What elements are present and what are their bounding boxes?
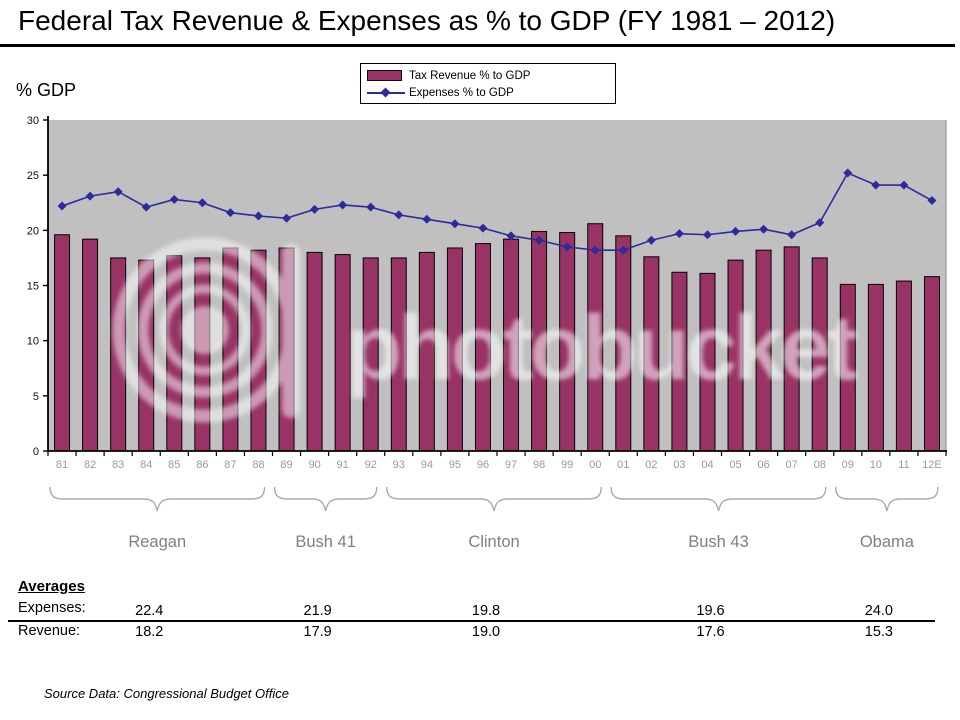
svg-text:05: 05 bbox=[729, 459, 741, 471]
svg-text:08: 08 bbox=[814, 459, 826, 471]
average-value: 15.3 bbox=[864, 624, 893, 640]
svg-text:89: 89 bbox=[280, 459, 292, 471]
era-label: Obama bbox=[860, 533, 915, 551]
svg-text:15: 15 bbox=[27, 281, 39, 293]
average-value: 24.0 bbox=[864, 603, 893, 619]
title-divider bbox=[0, 44, 955, 47]
svg-text:81: 81 bbox=[56, 459, 68, 471]
era-label: Bush 43 bbox=[688, 533, 749, 551]
legend-label-expenses: Expenses % to GDP bbox=[409, 86, 514, 99]
era-brace bbox=[835, 486, 939, 512]
svg-text:96: 96 bbox=[477, 459, 489, 471]
svg-text:30: 30 bbox=[27, 115, 39, 127]
svg-text:98: 98 bbox=[533, 459, 545, 471]
svg-text:83: 83 bbox=[112, 459, 124, 471]
chart-legend: Tax Revenue % to GDP Expenses % to GDP bbox=[360, 63, 616, 104]
y-axis-title: % GDP bbox=[16, 80, 77, 100]
era-brace bbox=[610, 486, 827, 512]
expenses-line bbox=[61, 171, 933, 251]
y-axis-ticks: 0 5 10 15 20 25 30 bbox=[27, 115, 48, 458]
svg-text:90: 90 bbox=[308, 459, 320, 471]
svg-text:02: 02 bbox=[645, 459, 657, 471]
average-value: 19.0 bbox=[471, 624, 501, 640]
svg-text:93: 93 bbox=[393, 459, 405, 471]
average-value: 21.9 bbox=[303, 603, 332, 619]
source-note: Source Data: Congressional Budget Office bbox=[44, 686, 289, 701]
expenses-row-label: Expenses: bbox=[18, 600, 86, 616]
svg-text:94: 94 bbox=[421, 459, 433, 471]
svg-text:00: 00 bbox=[589, 459, 601, 471]
average-value: 19.6 bbox=[696, 603, 725, 619]
average-value: 19.8 bbox=[471, 603, 501, 619]
svg-text:88: 88 bbox=[252, 459, 264, 471]
svg-text:86: 86 bbox=[196, 459, 208, 471]
svg-text:07: 07 bbox=[786, 459, 798, 471]
svg-text:91: 91 bbox=[337, 459, 349, 471]
era-label: Reagan bbox=[128, 533, 186, 551]
expenses-markers bbox=[57, 168, 937, 255]
svg-text:10: 10 bbox=[27, 336, 39, 348]
era-label: Bush 41 bbox=[295, 533, 356, 551]
svg-text:11: 11 bbox=[898, 459, 909, 471]
svg-text:82: 82 bbox=[84, 459, 96, 471]
svg-text:09: 09 bbox=[842, 459, 854, 471]
page-title: Federal Tax Revenue & Expenses as % to G… bbox=[18, 5, 836, 36]
era-brace bbox=[49, 486, 266, 512]
svg-text:06: 06 bbox=[757, 459, 769, 471]
svg-text:85: 85 bbox=[168, 459, 180, 471]
svg-text:5: 5 bbox=[33, 391, 39, 403]
svg-text:03: 03 bbox=[673, 459, 685, 471]
svg-text:92: 92 bbox=[365, 459, 377, 471]
era-brace bbox=[273, 486, 378, 512]
svg-text:84: 84 bbox=[140, 459, 152, 471]
legend-item-expenses: Expenses % to GDP bbox=[367, 84, 609, 101]
era-label: Clinton bbox=[468, 533, 519, 551]
svg-text:95: 95 bbox=[449, 459, 461, 471]
averages-divider bbox=[8, 620, 935, 622]
legend-item-revenue: Tax Revenue % to GDP bbox=[367, 67, 609, 84]
svg-text:87: 87 bbox=[224, 459, 236, 471]
era-brace bbox=[386, 486, 602, 512]
average-value: 17.6 bbox=[696, 624, 725, 640]
average-value: 22.4 bbox=[135, 603, 164, 619]
average-value: 18.2 bbox=[135, 624, 164, 640]
svg-text:12E: 12E bbox=[922, 459, 942, 471]
expenses-line-swatch-icon bbox=[367, 87, 405, 98]
average-value: 17.9 bbox=[303, 624, 332, 640]
svg-text:01: 01 bbox=[617, 459, 629, 471]
revenue-bar-swatch-icon bbox=[367, 70, 402, 81]
legend-label-revenue: Tax Revenue % to GDP bbox=[409, 69, 531, 82]
svg-text:10: 10 bbox=[870, 459, 882, 471]
svg-text:0: 0 bbox=[33, 446, 39, 458]
svg-text:20: 20 bbox=[27, 225, 39, 237]
averages-heading: Averages bbox=[18, 578, 85, 595]
revenue-row-label: Revenue: bbox=[18, 623, 81, 639]
x-axis-labels: 81 82 83 84 85 86 87 88 89 90 91 92 93 94 95 96 97 98 99 00… bbox=[56, 459, 942, 471]
svg-text:99: 99 bbox=[561, 459, 573, 471]
svg-text:25: 25 bbox=[27, 170, 39, 182]
svg-text:04: 04 bbox=[701, 459, 713, 471]
svg-text:97: 97 bbox=[505, 459, 517, 471]
